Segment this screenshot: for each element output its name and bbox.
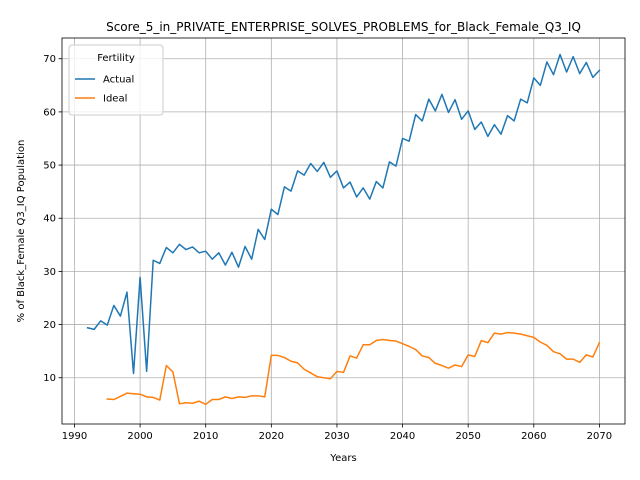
x-tick-label: 2040 xyxy=(390,431,415,442)
x-tick-label: 2060 xyxy=(521,431,546,442)
y-tick-label: 30 xyxy=(43,267,56,278)
chart-title: Score_5_in_PRIVATE_ENTERPRISE_SOLVES_PRO… xyxy=(106,20,581,34)
y-axis-ticks: 10 20 30 40 50 60 70 xyxy=(43,54,62,384)
series-line-actual xyxy=(86,53,601,375)
y-axis-label: % of Black_Female Q3_IQ Population xyxy=(16,140,27,323)
x-tick-label: 1990 xyxy=(62,431,87,442)
plot-frame xyxy=(61,37,626,425)
legend-label-actual: Actual xyxy=(103,75,134,86)
y-tick-label: 50 xyxy=(43,161,56,172)
y-tick-label: 60 xyxy=(43,107,56,118)
x-tick-label: 2050 xyxy=(455,431,480,442)
grid xyxy=(62,38,625,424)
legend: Fertility Actual Ideal xyxy=(68,44,164,116)
legend-label-ideal: Ideal xyxy=(103,94,127,105)
x-tick-label: 2030 xyxy=(324,431,349,442)
y-tick-label: 10 xyxy=(43,373,56,384)
x-tick-label: 2000 xyxy=(127,431,152,442)
series-line-ideal xyxy=(106,331,601,406)
legend-title: Fertility xyxy=(97,53,135,64)
x-tick-label: 2070 xyxy=(587,431,612,442)
y-tick-label: 20 xyxy=(43,320,56,331)
series-layer xyxy=(86,53,601,406)
x-axis-label: Years xyxy=(329,453,356,464)
y-tick-label: 70 xyxy=(43,54,56,65)
y-tick-label: 40 xyxy=(43,214,56,225)
x-tick-label: 2020 xyxy=(259,431,284,442)
legend-items: Actual Ideal xyxy=(75,75,134,105)
x-axis-ticks: 1990 2000 2010 2020 2030 2040 2050 2060 2070 xyxy=(62,424,612,442)
x-tick-label: 2010 xyxy=(193,431,218,442)
